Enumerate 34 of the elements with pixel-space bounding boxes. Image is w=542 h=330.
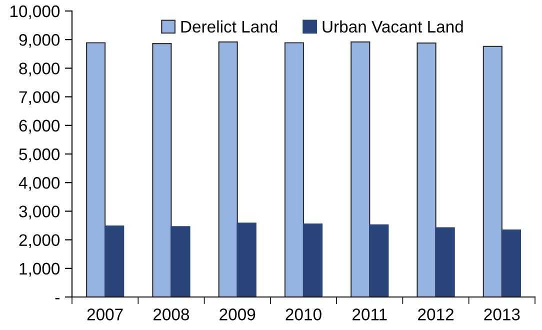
bar: [350, 41, 370, 297]
bar: [170, 226, 190, 297]
legend-label: Derelict Land: [181, 20, 278, 33]
bar: [284, 42, 304, 297]
x-tick-label: 2011: [352, 308, 387, 320]
bar: [482, 46, 502, 297]
bar: [86, 42, 106, 297]
y-tick-label: -: [55, 298, 60, 300]
bar: [152, 43, 172, 297]
bar: [501, 230, 522, 297]
y-tick-label: 6,000: [19, 120, 60, 134]
y-tick-label: 10,000: [10, 5, 60, 20]
x-tick-label: 2009: [220, 308, 256, 320]
bar: [435, 227, 455, 297]
x-tick-label: 2013: [484, 308, 520, 320]
bar: [302, 224, 323, 297]
bar: [236, 222, 256, 297]
x-tick-label: 2007: [87, 308, 123, 320]
bar: [104, 226, 124, 297]
bar: [218, 41, 238, 297]
y-tick-label: 7,000: [19, 91, 60, 105]
y-tick-label: 5,000: [19, 148, 60, 162]
y-tick-label: 2,000: [19, 234, 60, 248]
y-tick-label: 8,000: [19, 62, 60, 76]
x-tick-label: 2010: [286, 308, 322, 320]
x-tick-label: 2008: [154, 308, 190, 320]
y-tick-label: 4,000: [18, 177, 60, 191]
y-tick-label: 3,000: [19, 206, 60, 220]
legend-label: Urban Vacant Land: [322, 20, 463, 33]
bar: [416, 42, 436, 297]
y-tick-label: 9,000: [19, 34, 60, 48]
y-tick-label: 1,000: [20, 262, 60, 277]
bar: [369, 224, 389, 297]
x-tick-label: 2012: [418, 308, 454, 320]
